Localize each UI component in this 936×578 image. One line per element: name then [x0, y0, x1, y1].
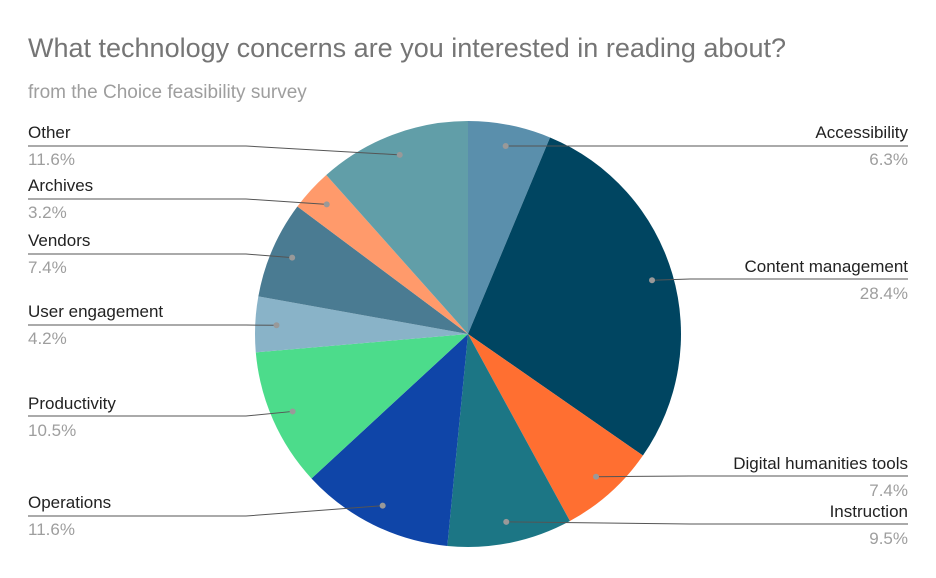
- leader-line-archives: [28, 198, 327, 205]
- leader-dot-accessibility: [502, 143, 509, 150]
- slice-value-accessibility: 6.3%: [869, 150, 908, 169]
- slice-value-content-management: 28.4%: [860, 284, 908, 303]
- leader-dot-user-engagement: [273, 322, 280, 329]
- leader-dot-instruction: [503, 518, 510, 525]
- leader-line-productivity: [28, 410, 293, 417]
- leader-line-other: [28, 145, 400, 156]
- slice-label-other: Other: [28, 123, 71, 142]
- leader-dot-other: [396, 151, 403, 158]
- pie-slice-other[interactable]: [326, 121, 468, 334]
- pie-slice-archives[interactable]: [297, 175, 468, 334]
- slice-value-productivity: 10.5%: [28, 421, 76, 440]
- leader-dot-digital-humanities-tools: [593, 473, 600, 480]
- pie-slice-user-engagement[interactable]: [255, 296, 468, 353]
- pie-slice-instruction[interactable]: [447, 334, 570, 547]
- slice-label-content-management: Content management: [745, 257, 909, 276]
- pie-slices: [255, 121, 681, 547]
- leader-dot-productivity: [289, 408, 296, 415]
- leader-dot-vendors: [289, 254, 296, 261]
- slice-label-accessibility: Accessibility: [815, 123, 908, 142]
- pie-slice-productivity[interactable]: [255, 334, 468, 479]
- leader-line-content-management: [652, 278, 908, 281]
- slice-value-archives: 3.2%: [28, 203, 67, 222]
- slice-value-other: 11.6%: [28, 150, 75, 169]
- leader-line-instruction: [506, 521, 908, 525]
- leader-line-operations: [28, 505, 383, 517]
- slice-value-digital-humanities-tools: 7.4%: [869, 481, 908, 500]
- chart-title: What technology concerns are you interes…: [28, 33, 786, 63]
- leader-dot-operations: [379, 502, 386, 509]
- pie-slice-operations[interactable]: [311, 334, 468, 546]
- slice-label-digital-humanities-tools: Digital humanities tools: [733, 454, 908, 473]
- pie-slice-accessibility[interactable]: [468, 121, 551, 334]
- pie-slice-vendors[interactable]: [258, 206, 468, 334]
- leader-dot-archives: [323, 201, 330, 208]
- pie-slice-content-management[interactable]: [468, 137, 681, 456]
- slice-value-user-engagement: 4.2%: [28, 329, 67, 348]
- leader-line-digital-humanities-tools: [596, 475, 908, 478]
- leader-line-vendors: [28, 253, 293, 259]
- slice-label-user-engagement: User engagement: [28, 302, 163, 321]
- slice-value-operations: 11.6%: [28, 520, 75, 539]
- slice-label-vendors: Vendors: [28, 231, 90, 250]
- leader-dot-content-management: [649, 277, 656, 284]
- slice-value-vendors: 7.4%: [28, 258, 67, 277]
- pie-labels: Accessibility 6.3% Content management 28.4%…: [28, 123, 908, 548]
- pie-slice-digital-humanities-tools[interactable]: [468, 334, 643, 522]
- slice-label-productivity: Productivity: [28, 394, 116, 413]
- slice-value-instruction: 9.5%: [869, 529, 908, 548]
- chart-subtitle: from the Choice feasibility survey: [28, 82, 307, 103]
- slice-label-operations: Operations: [28, 493, 111, 512]
- slice-label-archives: Archives: [28, 176, 93, 195]
- slice-label-instruction: Instruction: [830, 502, 908, 521]
